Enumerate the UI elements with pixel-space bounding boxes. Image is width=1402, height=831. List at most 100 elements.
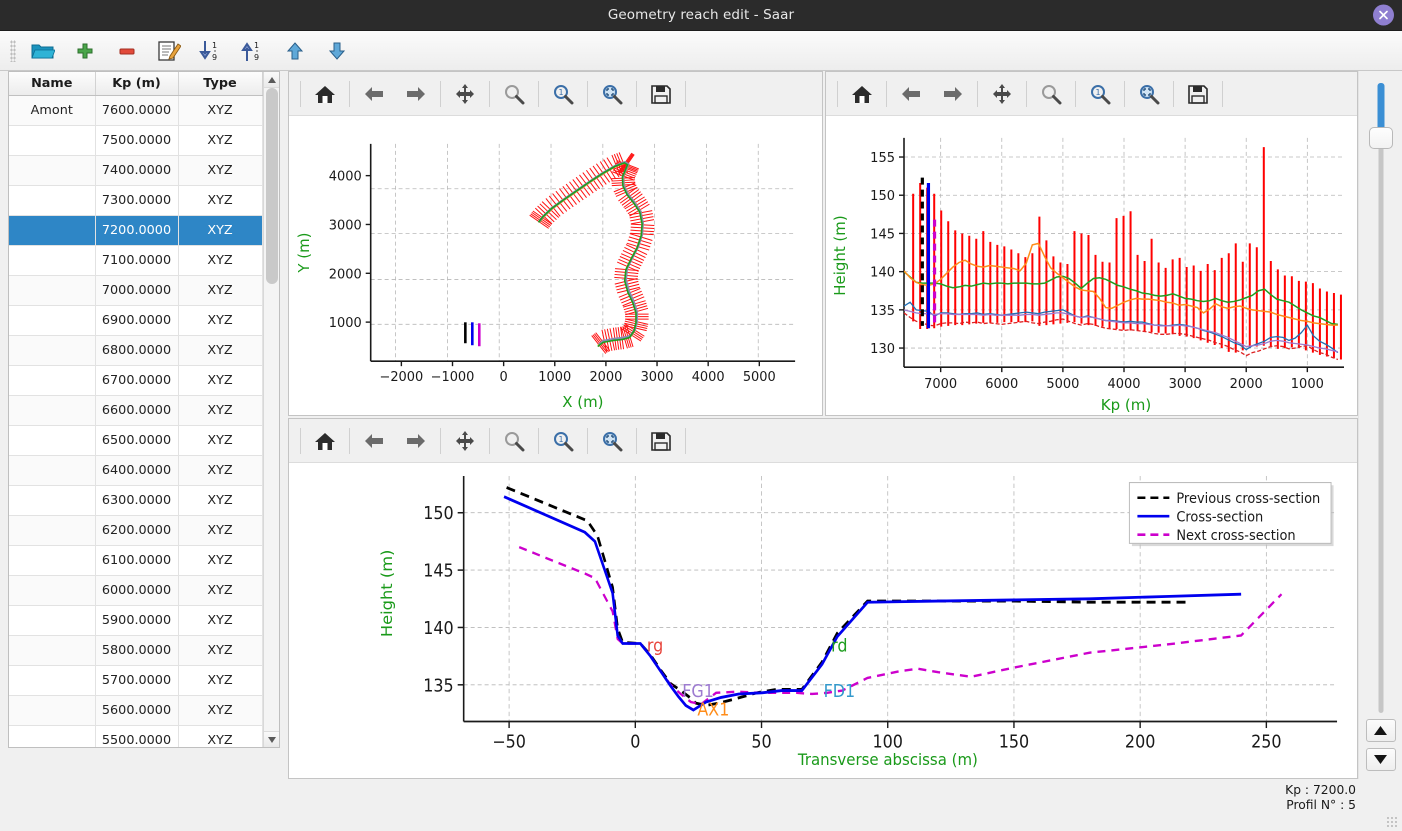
table-row[interactable]: 5700.0000 XYZ <box>9 665 263 696</box>
cell-kp[interactable]: 6700.0000 <box>95 365 179 396</box>
cell-type[interactable]: XYZ <box>178 395 263 426</box>
cell-type[interactable]: XYZ <box>178 125 263 156</box>
plan-zoom-fit-button[interactable] <box>595 77 629 111</box>
table-row[interactable]: 5600.0000 XYZ <box>9 695 263 726</box>
toolbar-grip[interactable] <box>10 39 16 62</box>
cell-kp[interactable]: 7200.0000 <box>95 215 179 246</box>
move-up-button[interactable] <box>278 35 312 67</box>
plan-zoom-one-button[interactable]: 1 <box>546 77 580 111</box>
cell-type[interactable]: XYZ <box>178 665 263 696</box>
cell-type[interactable]: XYZ <box>178 545 263 576</box>
profiles-table[interactable]: Name Kp (m) Type Amont 7600.0000 XYZ 7500.0… <box>9 72 263 747</box>
cell-type[interactable]: XYZ <box>178 695 263 726</box>
cell-kp[interactable]: 5500.0000 <box>95 725 179 747</box>
cell-type[interactable]: XYZ <box>178 155 263 186</box>
cell-name[interactable] <box>9 455 96 486</box>
longitudinal-canvas[interactable]: 7000 6000 5000 4000 3000 2000 1000 130 135 140 145… <box>826 116 1357 415</box>
cell-name[interactable] <box>9 605 96 636</box>
cell-kp[interactable]: 7500.0000 <box>95 125 179 156</box>
cross-section-canvas[interactable]: rg FG1 AX1 FD1 rd −50 0 50 100 150 200 250 135 140 14… <box>289 463 1357 778</box>
cs-zoom-fit-button[interactable] <box>595 424 629 458</box>
cell-name[interactable]: Amont <box>9 95 96 126</box>
cell-kp[interactable]: 6200.0000 <box>95 515 179 546</box>
plan-home-button[interactable] <box>308 77 342 111</box>
long-back-button[interactable] <box>894 77 928 111</box>
table-row[interactable]: 7400.0000 XYZ <box>9 155 263 186</box>
long-forward-button[interactable] <box>936 77 970 111</box>
cell-name[interactable] <box>9 545 96 576</box>
cell-kp[interactable]: 5900.0000 <box>95 605 179 636</box>
column-header-type[interactable]: Type <box>178 72 263 96</box>
cell-name[interactable] <box>9 425 96 456</box>
cell-name[interactable] <box>9 215 96 246</box>
profile-slider[interactable] <box>1368 83 1394 713</box>
table-row[interactable]: Amont 7600.0000 XYZ <box>9 95 263 126</box>
cell-type[interactable]: XYZ <box>178 95 263 126</box>
cell-type[interactable]: XYZ <box>178 275 263 306</box>
cell-type[interactable]: XYZ <box>178 515 263 546</box>
sort-ascending-button[interactable]: 1 9 <box>236 35 270 67</box>
cell-type[interactable]: XYZ <box>178 725 263 747</box>
cell-name[interactable] <box>9 725 96 747</box>
cs-back-button[interactable] <box>357 424 391 458</box>
table-row[interactable]: 6100.0000 XYZ <box>9 545 263 576</box>
table-row[interactable]: 6400.0000 XYZ <box>9 455 263 486</box>
cs-zoom-button[interactable] <box>497 424 531 458</box>
cell-kp[interactable]: 7300.0000 <box>95 185 179 216</box>
cell-name[interactable] <box>9 515 96 546</box>
move-down-button[interactable] <box>320 35 354 67</box>
cell-kp[interactable]: 6300.0000 <box>95 485 179 516</box>
table-row[interactable]: 6800.0000 XYZ <box>9 335 263 366</box>
resize-grip[interactable] <box>1386 816 1398 828</box>
edit-row-button[interactable] <box>152 35 186 67</box>
scroll-up-button[interactable] <box>263 72 279 88</box>
cell-kp[interactable]: 7400.0000 <box>95 155 179 186</box>
cell-kp[interactable]: 7100.0000 <box>95 245 179 276</box>
cell-kp[interactable]: 7600.0000 <box>95 95 179 126</box>
long-zoom-fit-button[interactable] <box>1132 77 1166 111</box>
plan-forward-button[interactable] <box>399 77 433 111</box>
cell-kp[interactable]: 6600.0000 <box>95 395 179 426</box>
long-zoom-button[interactable] <box>1034 77 1068 111</box>
cell-name[interactable] <box>9 395 96 426</box>
cell-name[interactable] <box>9 665 96 696</box>
table-row[interactable]: 6900.0000 XYZ <box>9 305 263 336</box>
cell-type[interactable]: XYZ <box>178 455 263 486</box>
remove-row-button[interactable] <box>110 35 144 67</box>
table-row[interactable]: 6000.0000 XYZ <box>9 575 263 606</box>
cell-kp[interactable]: 6400.0000 <box>95 455 179 486</box>
cell-type[interactable]: XYZ <box>178 245 263 276</box>
cell-name[interactable] <box>9 305 96 336</box>
column-header-name[interactable]: Name <box>9 72 96 96</box>
cell-type[interactable]: XYZ <box>178 575 263 606</box>
cell-name[interactable] <box>9 125 96 156</box>
cell-kp[interactable]: 7000.0000 <box>95 275 179 306</box>
cell-name[interactable] <box>9 155 96 186</box>
table-row[interactable]: 7100.0000 XYZ <box>9 245 263 276</box>
long-save-button[interactable] <box>1181 77 1215 111</box>
table-row[interactable]: 6300.0000 XYZ <box>9 485 263 516</box>
cell-name[interactable] <box>9 635 96 666</box>
long-zoom-one-button[interactable]: 1 <box>1083 77 1117 111</box>
cell-type[interactable]: XYZ <box>178 635 263 666</box>
table-row[interactable]: 5500.0000 XYZ <box>9 725 263 747</box>
cell-kp[interactable]: 6000.0000 <box>95 575 179 606</box>
cell-kp[interactable]: 5600.0000 <box>95 695 179 726</box>
cell-kp[interactable]: 6800.0000 <box>95 335 179 366</box>
add-row-button[interactable] <box>68 35 102 67</box>
open-folder-button[interactable] <box>26 35 60 67</box>
cell-name[interactable] <box>9 365 96 396</box>
cell-type[interactable]: XYZ <box>178 425 263 456</box>
long-home-button[interactable] <box>845 77 879 111</box>
table-row[interactable]: 7000.0000 XYZ <box>9 275 263 306</box>
cell-name[interactable] <box>9 575 96 606</box>
cs-pan-button[interactable] <box>448 424 482 458</box>
table-scrollbar[interactable] <box>262 72 279 747</box>
cell-type[interactable]: XYZ <box>178 215 263 246</box>
plan-zoom-button[interactable] <box>497 77 531 111</box>
scrollbar-thumb[interactable] <box>265 88 278 284</box>
cell-kp[interactable]: 6500.0000 <box>95 425 179 456</box>
table-row[interactable]: 6500.0000 XYZ <box>9 425 263 456</box>
table-row[interactable]: 5800.0000 XYZ <box>9 635 263 666</box>
